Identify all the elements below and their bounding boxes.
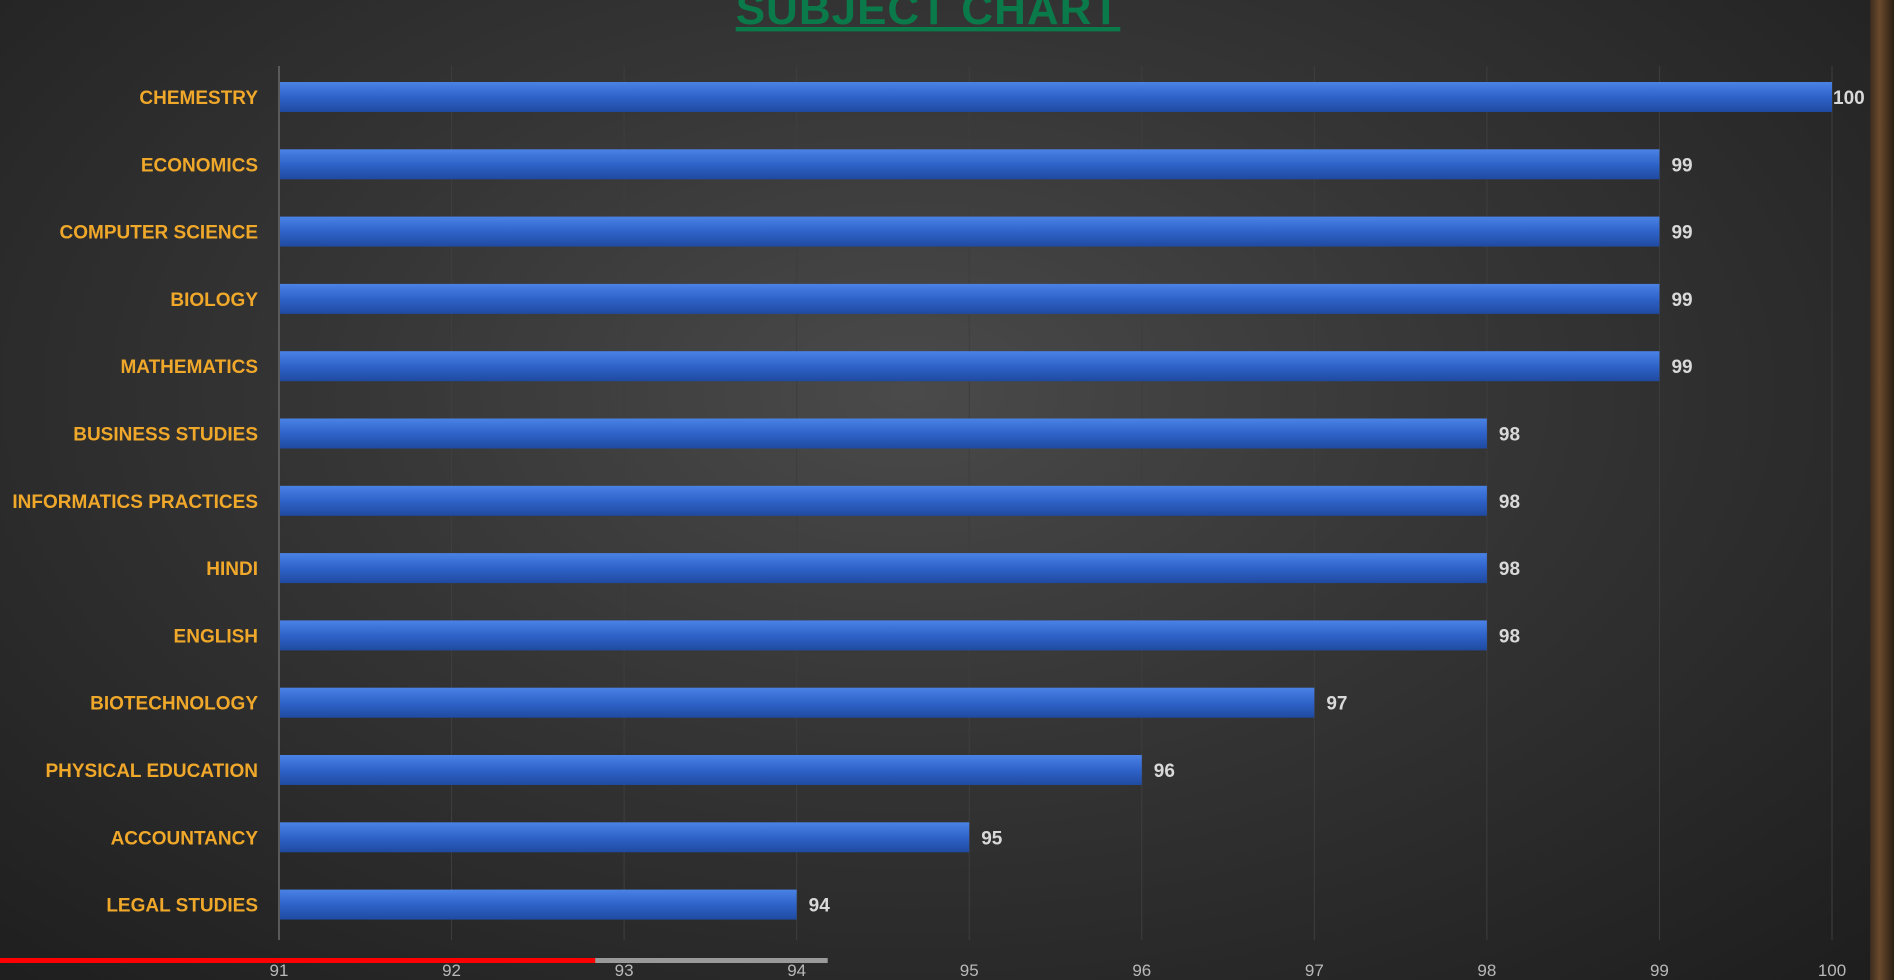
value-label: 99: [1671, 223, 1692, 244]
bar-legal-studies: [279, 889, 797, 920]
category-label: CHEMESTRY: [139, 88, 258, 109]
video-progress-played[interactable]: [0, 958, 596, 963]
value-label: 94: [809, 896, 831, 917]
value-label: 99: [1671, 155, 1692, 176]
category-label: ACCOUNTANCY: [111, 828, 259, 849]
bar-hindi: [279, 553, 1487, 584]
category-label: COMPUTER SCIENCE: [60, 223, 258, 244]
x-tick-label: 94: [787, 961, 806, 980]
bar-english: [279, 620, 1487, 651]
category-label: BIOLOGY: [170, 290, 258, 311]
bar-economics: [279, 149, 1660, 180]
category-label: MATHEMATICS: [120, 357, 258, 378]
value-label: 98: [1499, 626, 1520, 647]
background-strip: [1870, 0, 1894, 980]
value-label: 100: [1833, 88, 1865, 109]
bar-biotechnology: [279, 687, 1315, 718]
bar-computer-science: [279, 216, 1660, 247]
value-label: 98: [1499, 425, 1520, 446]
value-label: 96: [1154, 761, 1175, 782]
category-label: BUSINESS STUDIES: [73, 425, 258, 446]
x-tick-label: 91: [270, 961, 289, 980]
bar-accountancy: [279, 822, 970, 853]
bar-business-studies: [279, 418, 1487, 449]
value-label: 98: [1499, 492, 1520, 513]
value-label: 95: [981, 828, 1003, 849]
chart-title: SUBJECT CHART: [736, 0, 1121, 34]
x-tick-label: 99: [1650, 961, 1669, 980]
value-label: 99: [1671, 290, 1692, 311]
bar-informatics-practices: [279, 485, 1487, 516]
value-label: 98: [1499, 559, 1520, 580]
x-axis-ticks: 91 92 93 94 95 96 97 98 99 100: [270, 961, 1847, 980]
category-label: HINDI: [206, 559, 258, 580]
category-label: LEGAL STUDIES: [106, 896, 258, 917]
category-label: ECONOMICS: [141, 155, 258, 176]
value-labels: 100 99 99 99 99 98 98 98 98 97 96 95 94: [809, 88, 1865, 917]
category-label: INFORMATICS PRACTICES: [12, 492, 258, 513]
x-tick-label: 98: [1477, 961, 1496, 980]
bar-chemestry: [279, 82, 1832, 112]
x-tick-label: 100: [1818, 961, 1846, 980]
bar-mathematics: [279, 351, 1660, 382]
x-tick-label: 97: [1305, 961, 1324, 980]
value-label: 99: [1671, 357, 1692, 378]
x-tick-label: 93: [615, 961, 634, 980]
bars: [279, 82, 1832, 920]
x-tick-label: 92: [442, 961, 461, 980]
category-label: ENGLISH: [174, 626, 258, 647]
category-labels: CHEMESTRY ECONOMICS COMPUTER SCIENCE BIOLOG…: [12, 88, 258, 917]
category-label: BIOTECHNOLOGY: [90, 694, 258, 715]
category-label: PHYSICAL EDUCATION: [45, 761, 258, 782]
x-tick-label: 95: [960, 961, 979, 980]
bar-biology: [279, 283, 1660, 314]
value-label: 97: [1326, 694, 1347, 715]
bar-physical-education: [279, 755, 1142, 785]
x-tick-label: 96: [1132, 961, 1151, 980]
